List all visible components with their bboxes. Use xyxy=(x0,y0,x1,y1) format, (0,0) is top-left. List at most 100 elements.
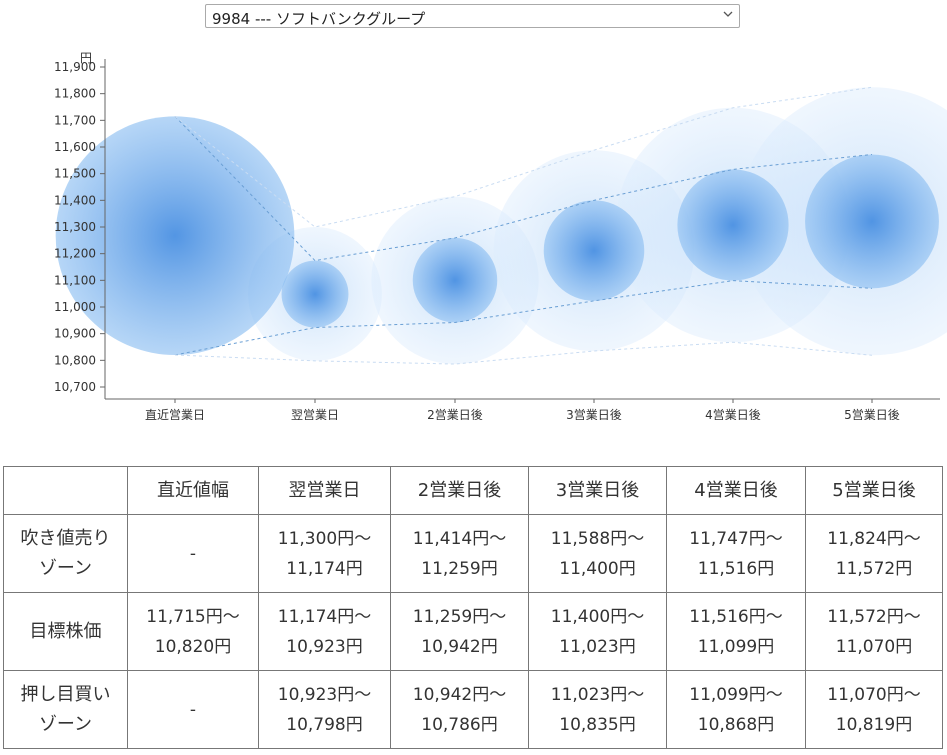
table-cell: 11,023円～ 10,835円 xyxy=(528,670,667,749)
table-cell: - xyxy=(127,514,259,593)
cell-value: - xyxy=(189,699,197,720)
cell-value: 11,174円～ xyxy=(277,606,372,627)
chevron-down-icon xyxy=(723,11,733,17)
cell-value: 11,099円～ xyxy=(689,684,783,705)
table-cell: 11,259円～ 10,942円 xyxy=(390,592,529,671)
x-tick-label: 4営業日後 xyxy=(705,408,761,420)
forecast-bubble-chart: 10,700 10,800 10,900 11,000 11,100 11,200 11,3… xyxy=(54,51,947,420)
row-label-line: ゾーン xyxy=(38,713,93,735)
x-tick-label: 2営業日後 xyxy=(427,408,483,420)
cell-value: 10,923円 xyxy=(286,636,363,657)
cell-value: 11,747円～ xyxy=(689,528,783,549)
table-header-cell: 直近値幅 xyxy=(127,466,259,515)
table-cell: 11,414円～ 11,259円 xyxy=(390,514,529,593)
y-tick-label: 11,500 xyxy=(54,167,96,181)
x-tick-label: 翌営業日 xyxy=(291,408,339,420)
cell-value: 11,400円 xyxy=(559,558,636,579)
y-tick-label: 11,300 xyxy=(54,220,96,234)
cell-value: 11,414円～ xyxy=(412,528,507,549)
cell-value: 10,835円 xyxy=(559,714,636,735)
cell-value: 11,516円～ xyxy=(689,606,783,627)
table-header-cell: 4営業日後 xyxy=(666,466,806,515)
cell-value: 10,942円 xyxy=(421,636,498,657)
cell-value: 10,868円 xyxy=(697,714,775,735)
cell-value: 11,715円～ xyxy=(146,606,240,627)
forecast-table: 直近値幅 翌営業日 2営業日後 3営業日後 4営業日後 5営業日後 吹き値売り ゾーン - 11,… xyxy=(3,466,943,749)
table-row: 押し目買い ゾーン -10,923円～ 10,798円 10,942円～ 10,786円 1… xyxy=(3,670,943,749)
cell-value: 10,923円～ xyxy=(277,684,372,705)
y-tick-label: 11,100 xyxy=(54,273,96,287)
y-tick-label: 11,400 xyxy=(54,193,96,207)
table-header-cell xyxy=(3,466,128,515)
cell-value: 11,259円 xyxy=(421,558,498,579)
y-tick-label: 10,700 xyxy=(54,380,96,394)
y-tick-label: 11,800 xyxy=(54,87,96,101)
target-bubble-1 xyxy=(281,260,349,328)
target-bubble-0 xyxy=(55,116,295,355)
y-tick-label: 11,200 xyxy=(54,247,96,261)
table-row-label: 押し目買い ゾーン xyxy=(3,670,128,749)
row-label-line: ゾーン xyxy=(38,557,93,579)
sell-upper-line xyxy=(174,86,873,228)
row-label-line: 押し目買い xyxy=(20,683,111,705)
stock-select[interactable]: 9984 --- ソフトバンクグループ xyxy=(205,4,740,28)
table-cell: - xyxy=(127,670,259,749)
cell-value: 11,174円 xyxy=(286,558,363,579)
cell-value: 11,023円～ xyxy=(550,684,645,705)
table-row-label: 吹き値売り ゾーン xyxy=(3,514,128,593)
target-bubble-5 xyxy=(805,154,939,289)
cell-value: 11,572円～ xyxy=(827,606,921,627)
table-cell: 11,400円～ 11,023円 xyxy=(528,592,667,671)
table-cell: 10,942円～ 10,786円 xyxy=(390,670,529,749)
y-unit-label: 円 xyxy=(80,51,92,65)
y-tick-label: 10,800 xyxy=(54,353,96,367)
table-cell: 10,923円～ 10,798円 xyxy=(258,670,391,749)
table-cell: 11,715円～ 10,820円 xyxy=(127,592,259,671)
table-header-cell: 2営業日後 xyxy=(390,466,529,515)
y-tick-label: 10,900 xyxy=(54,327,96,341)
table-cell: 11,588円～ 11,400円 xyxy=(528,514,667,593)
cell-value: 11,099円 xyxy=(697,636,775,657)
table-header-cell: 翌営業日 xyxy=(258,466,391,515)
y-tick-label: 11,900 xyxy=(54,60,96,74)
cell-value: 11,300円～ xyxy=(277,528,372,549)
table-cell: 11,070円～ 10,819円 xyxy=(805,670,943,749)
cell-value: 11,588円～ xyxy=(550,528,645,549)
x-tick-label: 3営業日後 xyxy=(566,408,622,420)
cell-value: 11,023円 xyxy=(559,636,636,657)
row-label-line: 吹き値売り xyxy=(20,527,111,549)
x-tick-label: 5営業日後 xyxy=(844,408,900,420)
table-row: 吹き値売り ゾーン -11,300円～ 11,174円 11,414円～ 11,259円 1… xyxy=(3,514,943,593)
target-bubble-2 xyxy=(412,237,498,323)
cell-value: 11,070円 xyxy=(835,636,913,657)
target-upper-line xyxy=(174,115,873,262)
stock-select-value: 9984 --- ソフトバンクグループ xyxy=(212,10,426,28)
cell-value: 10,798円 xyxy=(286,714,363,735)
cell-value: 10,786円 xyxy=(421,714,498,735)
target-bubble-3 xyxy=(543,200,645,301)
table-cell: 11,174円～ 10,923円 xyxy=(258,592,391,671)
cell-value: 10,942円～ xyxy=(412,684,507,705)
table-cell: 11,572円～ 11,070円 xyxy=(805,592,943,671)
cell-value: 10,819円 xyxy=(835,714,913,735)
y-tick-label: 11,000 xyxy=(54,300,96,314)
table-cell: 11,747円～ 11,516円 xyxy=(666,514,806,593)
y-tick-label: 11,700 xyxy=(54,113,96,127)
y-tick-label: 11,600 xyxy=(54,140,96,154)
table-row-label: 目標株価 xyxy=(3,592,128,671)
table-header-row: 直近値幅 翌営業日 2営業日後 3営業日後 4営業日後 5営業日後 xyxy=(3,466,943,515)
buy-lower-line xyxy=(174,341,873,365)
cell-value: 11,400円～ xyxy=(550,606,645,627)
cell-value: 11,259円～ xyxy=(412,606,507,627)
table-row: 目標株価 11,715円～ 10,820円 11,174円～ 10,923円 11,259… xyxy=(3,592,943,671)
cell-value: 11,070円～ xyxy=(827,684,921,705)
table-cell: 11,099円～ 10,868円 xyxy=(666,670,806,749)
cell-value: 11,572円 xyxy=(835,558,913,579)
cell-value: 11,824円～ xyxy=(827,528,921,549)
target-bubble-4 xyxy=(677,169,789,281)
table-cell: 11,516円～ 11,099円 xyxy=(666,592,806,671)
row-label-line: 目標株価 xyxy=(29,620,102,642)
table-cell: 11,824円～ 11,572円 xyxy=(805,514,943,593)
table-header-cell: 5営業日後 xyxy=(805,466,943,515)
table-cell: 11,300円～ 11,174円 xyxy=(258,514,391,593)
